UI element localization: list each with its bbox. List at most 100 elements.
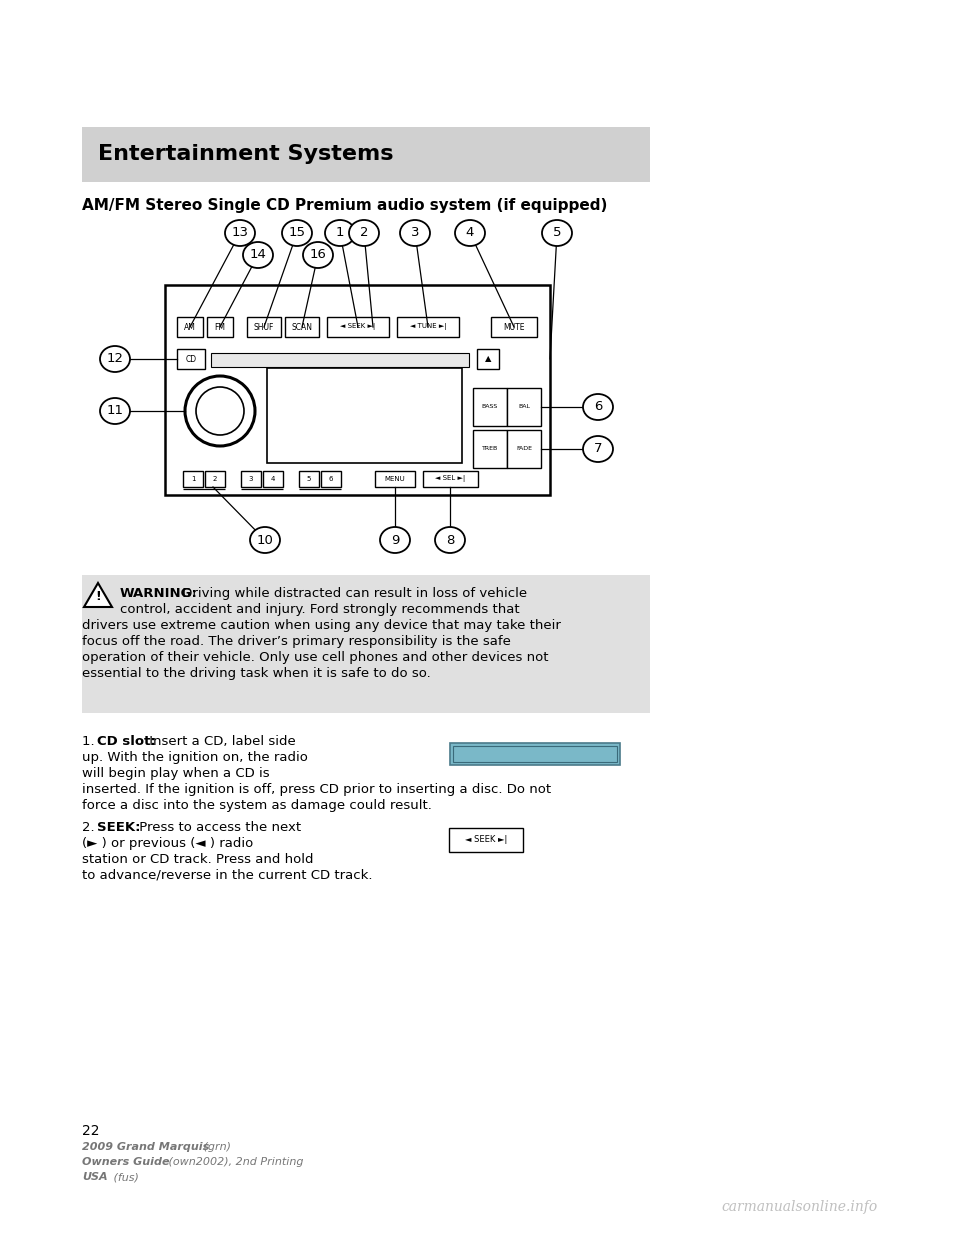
Text: up. With the ignition on, the radio: up. With the ignition on, the radio (82, 751, 308, 764)
Text: 11: 11 (107, 405, 124, 417)
Text: inserted. If the ignition is off, press CD prior to inserting a disc. Do not: inserted. If the ignition is off, press … (82, 782, 551, 796)
FancyBboxPatch shape (491, 317, 537, 337)
Ellipse shape (583, 394, 613, 420)
Ellipse shape (250, 527, 280, 553)
Text: 14: 14 (250, 248, 267, 262)
Text: ◄ SEEK ►|: ◄ SEEK ►| (465, 836, 507, 845)
Text: SCAN: SCAN (292, 323, 313, 332)
Text: control, accident and injury. Ford strongly recommends that: control, accident and injury. Ford stron… (120, 604, 519, 616)
Text: 16: 16 (309, 248, 326, 262)
Text: (own2002), 2nd Printing: (own2002), 2nd Printing (165, 1158, 303, 1167)
Text: BASS: BASS (482, 405, 498, 410)
Ellipse shape (435, 527, 465, 553)
Text: 12: 12 (107, 353, 124, 365)
Text: 10: 10 (256, 534, 274, 546)
Ellipse shape (583, 436, 613, 462)
FancyBboxPatch shape (267, 368, 462, 463)
Text: 2.: 2. (82, 821, 99, 833)
Text: operation of their vehicle. Only use cell phones and other devices not: operation of their vehicle. Only use cel… (82, 651, 548, 664)
Text: Entertainment Systems: Entertainment Systems (98, 144, 394, 164)
Text: SEEK:: SEEK: (97, 821, 140, 833)
Text: USA: USA (82, 1172, 108, 1182)
Text: Press to access the next: Press to access the next (135, 821, 301, 833)
FancyBboxPatch shape (177, 349, 205, 369)
Text: station or CD track. Press and hold: station or CD track. Press and hold (82, 853, 314, 866)
Text: ◄ SEL ►|: ◄ SEL ►| (436, 476, 466, 482)
FancyBboxPatch shape (473, 388, 507, 426)
Text: 1: 1 (191, 476, 195, 482)
Text: 2: 2 (360, 226, 369, 240)
Text: 6: 6 (594, 400, 602, 414)
Text: 22: 22 (82, 1124, 100, 1138)
Ellipse shape (380, 527, 410, 553)
Text: MENU: MENU (385, 476, 405, 482)
Text: 5: 5 (307, 476, 311, 482)
Ellipse shape (325, 220, 355, 246)
Text: AM/FM Stereo Single CD Premium audio system (if equipped): AM/FM Stereo Single CD Premium audio sys… (82, 197, 608, 212)
Text: Insert a CD, label side: Insert a CD, label side (145, 735, 296, 748)
FancyBboxPatch shape (507, 430, 541, 468)
FancyBboxPatch shape (423, 471, 478, 487)
Text: (► ) or previous (◄ ) radio: (► ) or previous (◄ ) radio (82, 837, 253, 850)
Text: ▲: ▲ (485, 354, 492, 364)
FancyBboxPatch shape (321, 471, 341, 487)
FancyBboxPatch shape (327, 317, 389, 337)
Text: essential to the driving task when it is safe to do so.: essential to the driving task when it is… (82, 667, 431, 681)
Text: BAL: BAL (518, 405, 530, 410)
Text: ◄ SEEK ►|: ◄ SEEK ►| (341, 323, 375, 330)
Text: ◄ TUNE ►|: ◄ TUNE ►| (410, 323, 446, 330)
FancyBboxPatch shape (507, 388, 541, 426)
Text: SHUF: SHUF (253, 323, 275, 332)
FancyBboxPatch shape (453, 746, 617, 763)
Text: 3: 3 (411, 226, 420, 240)
Text: 1: 1 (336, 226, 345, 240)
FancyBboxPatch shape (247, 317, 281, 337)
Text: MUTE: MUTE (503, 323, 525, 332)
Text: 6: 6 (328, 476, 333, 482)
Text: 1.: 1. (82, 735, 99, 748)
Ellipse shape (243, 242, 273, 268)
FancyBboxPatch shape (449, 828, 523, 852)
Ellipse shape (303, 242, 333, 268)
Text: drivers use extreme caution when using any device that may take their: drivers use extreme caution when using a… (82, 619, 561, 632)
Text: to advance/reverse in the current CD track.: to advance/reverse in the current CD tra… (82, 869, 372, 882)
Text: 13: 13 (231, 226, 249, 240)
FancyBboxPatch shape (375, 471, 415, 487)
FancyBboxPatch shape (211, 353, 469, 366)
Text: 5: 5 (553, 226, 562, 240)
Text: 2009 Grand Marquis: 2009 Grand Marquis (82, 1141, 209, 1153)
FancyBboxPatch shape (285, 317, 319, 337)
FancyBboxPatch shape (205, 471, 225, 487)
FancyBboxPatch shape (207, 317, 233, 337)
Text: Driving while distracted can result in loss of vehicle: Driving while distracted can result in l… (178, 587, 527, 600)
Ellipse shape (100, 397, 130, 424)
Text: WARNING:: WARNING: (120, 587, 198, 600)
Text: FADE: FADE (516, 447, 532, 452)
FancyBboxPatch shape (477, 349, 499, 369)
FancyBboxPatch shape (299, 471, 319, 487)
Text: 4: 4 (271, 476, 276, 482)
FancyBboxPatch shape (82, 127, 650, 183)
Text: 15: 15 (289, 226, 305, 240)
FancyBboxPatch shape (241, 471, 261, 487)
Text: (grn): (grn) (200, 1141, 231, 1153)
Ellipse shape (455, 220, 485, 246)
Text: 9: 9 (391, 534, 399, 546)
Polygon shape (84, 582, 112, 607)
Text: 8: 8 (445, 534, 454, 546)
Text: will begin play when a CD is: will begin play when a CD is (82, 768, 270, 780)
Text: 3: 3 (249, 476, 253, 482)
FancyBboxPatch shape (263, 471, 283, 487)
Text: !: ! (95, 590, 101, 604)
Text: TREB: TREB (482, 447, 498, 452)
Ellipse shape (282, 220, 312, 246)
Text: carmanualsonline.info: carmanualsonline.info (722, 1200, 878, 1213)
Ellipse shape (400, 220, 430, 246)
Ellipse shape (349, 220, 379, 246)
Text: (fus): (fus) (110, 1172, 139, 1182)
FancyBboxPatch shape (473, 430, 507, 468)
Text: force a disc into the system as damage could result.: force a disc into the system as damage c… (82, 799, 432, 812)
FancyBboxPatch shape (165, 284, 550, 496)
Text: CD slot:: CD slot: (97, 735, 156, 748)
Text: 7: 7 (593, 442, 602, 456)
